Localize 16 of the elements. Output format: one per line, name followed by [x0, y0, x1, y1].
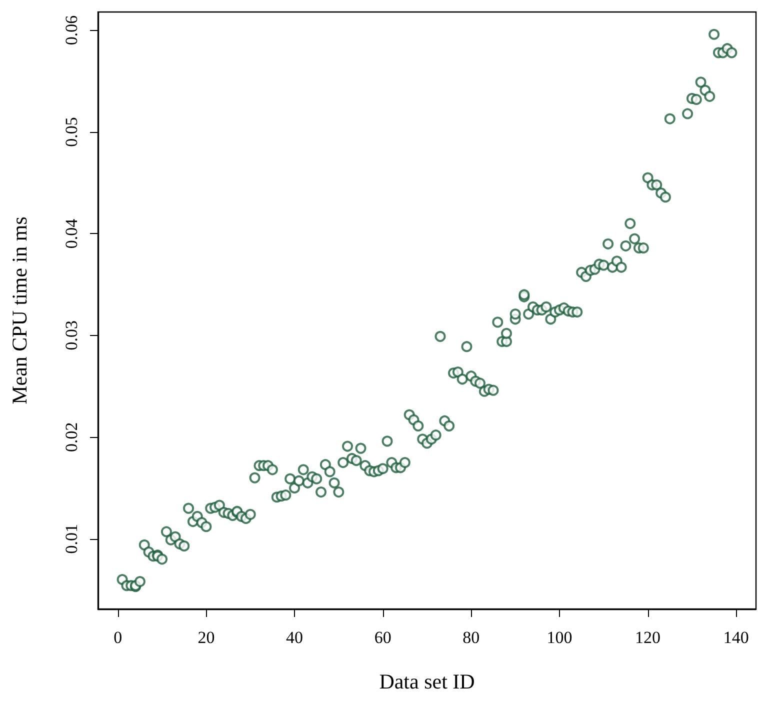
x-tick-label: 100	[546, 628, 572, 647]
x-tick-label: 60	[374, 628, 392, 647]
y-tick-label: 0.02	[62, 422, 81, 452]
x-tick-label: 40	[286, 628, 304, 647]
y-tick-label: 0.06	[62, 15, 81, 46]
x-tick-label: 140	[723, 628, 749, 647]
y-tick-label: 0.01	[62, 524, 81, 554]
x-tick-label: 20	[198, 628, 215, 647]
x-tick-label: 80	[462, 628, 480, 647]
x-tick-label: 0	[114, 628, 122, 647]
y-tick-label: 0.05	[62, 117, 81, 147]
y-tick-label: 0.03	[62, 320, 81, 350]
y-axis-title: Mean CPU time in ms	[8, 216, 32, 404]
x-axis-title: Data set ID	[379, 670, 475, 694]
y-tick-label: 0.04	[62, 218, 81, 249]
x-tick-label: 120	[635, 628, 661, 647]
